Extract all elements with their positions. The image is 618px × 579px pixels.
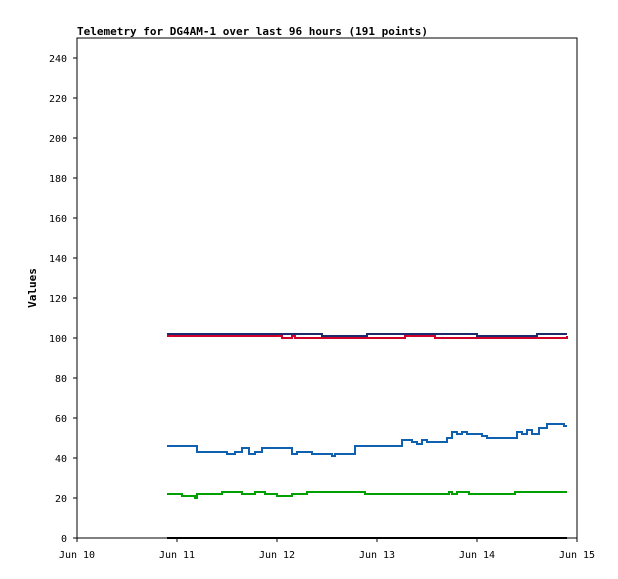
y-tick-label: 220 — [49, 94, 67, 105]
y-axis-label: Values — [26, 268, 39, 308]
x-tick-label: Jun 14 — [459, 550, 495, 561]
y-tick-label: 120 — [49, 294, 67, 305]
y-tick-label: 240 — [49, 54, 67, 65]
x-tick-label: Jun 10 — [59, 550, 95, 561]
x-tick-label: Jun 11 — [159, 550, 195, 561]
x-tick-label: Jun 12 — [259, 550, 295, 561]
plot-frame — [76, 37, 578, 539]
y-axis: 0 20 40 60 80 100 120 140 160 180 200 220 240 — [49, 54, 77, 545]
y-tick-label: 80 — [55, 374, 67, 385]
x-tick-label: Jun 13 — [359, 550, 395, 561]
series-line-2 — [167, 335, 568, 339]
series-line-3 — [167, 423, 567, 457]
y-tick-label: 100 — [49, 334, 67, 345]
series-group — [167, 333, 568, 539]
y-tick-label: 180 — [49, 174, 67, 185]
y-tick-label: 160 — [49, 214, 67, 225]
x-tick-label: Jun 15 — [559, 550, 595, 561]
series-line-1 — [167, 333, 567, 337]
series-line-4 — [167, 491, 567, 499]
y-tick-label: 140 — [49, 254, 67, 265]
chart-title: Telemetry for DG4AM-1 over last 96 hours… — [77, 25, 428, 38]
x-axis: Jun 10 Jun 11 Jun 12 Jun 13 Jun 14 Jun 15 — [59, 538, 595, 561]
y-tick-label: 0 — [61, 534, 67, 545]
y-tick-label: 20 — [55, 494, 67, 505]
y-tick-label: 200 — [49, 134, 67, 145]
y-tick-label: 60 — [55, 414, 67, 425]
y-tick-label: 40 — [55, 454, 67, 465]
